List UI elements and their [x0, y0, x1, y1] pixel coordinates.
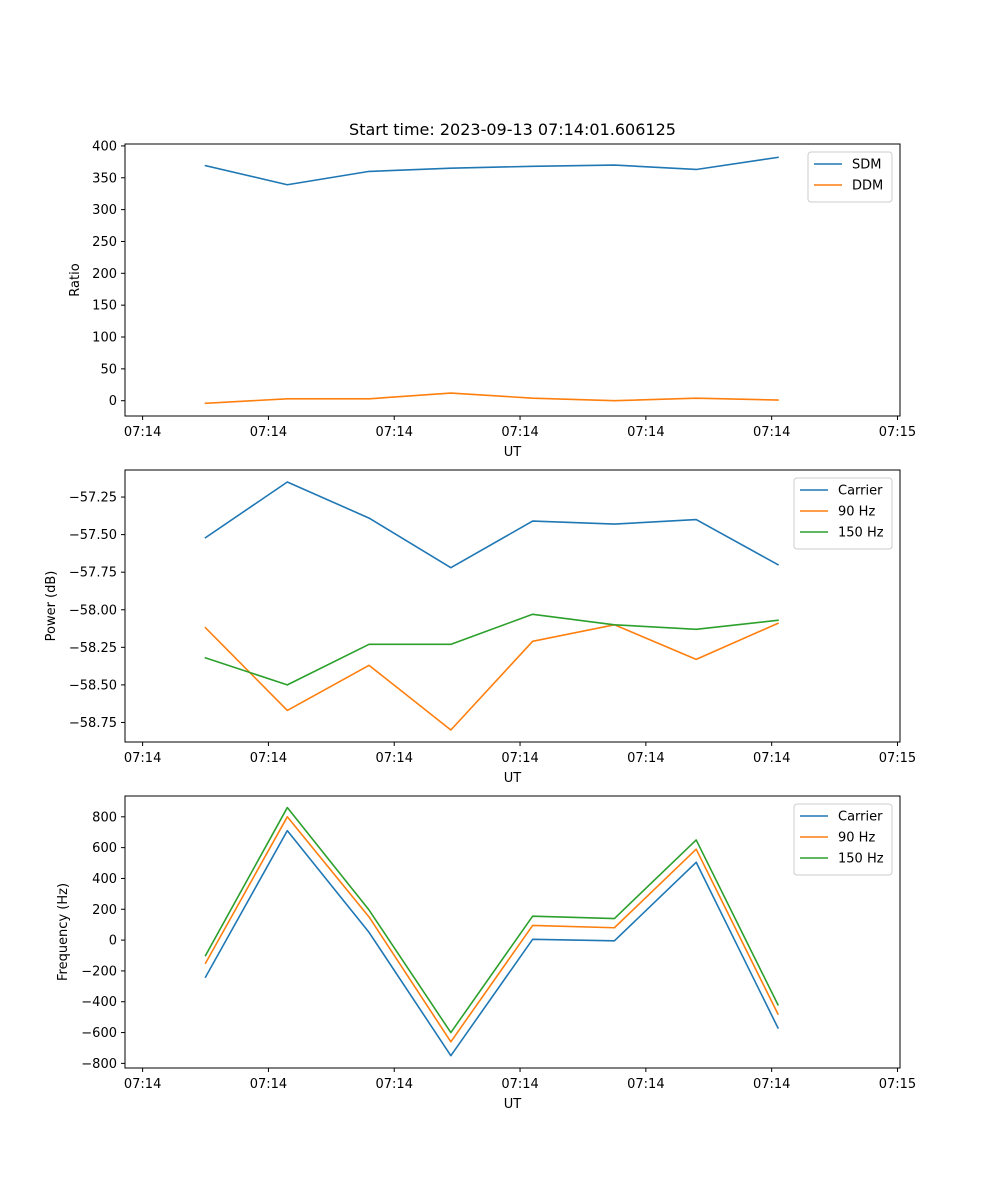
ratio-y-tick-label: 200 — [92, 267, 117, 282]
ratio-legend-label-ddm: DDM — [852, 179, 883, 194]
power-y-tick-label: −58.50 — [69, 678, 117, 693]
frequency-series-line-carrier — [204, 829, 780, 1057]
power-series-line-carrier — [204, 481, 780, 569]
frequency-legend: Carrier 90 Hz 150 Hz — [793, 803, 893, 876]
power-y-tick-label: −57.25 — [69, 491, 117, 506]
frequency-y-tick-label: −400 — [81, 995, 117, 1010]
ratio-axes-frame — [124, 143, 901, 417]
power-x-axis-label: UT — [504, 771, 522, 786]
power-legend-label-90-hz: 90 Hz — [838, 505, 875, 520]
ratio-panel: Start time: 2023-09-13 07:14:01.606125 07… — [68, 120, 916, 460]
ratio-series-line-sdm — [204, 156, 779, 186]
frequency-y-tick-label: 200 — [92, 903, 117, 918]
power-legend-label-carrier: Carrier — [838, 484, 883, 499]
power-panel: 07:14 07:14 07:14 07:14 07:14 07:14 07:15 −58.7… — [44, 469, 916, 786]
ratio-x-tick-label: 07:14 — [124, 425, 161, 440]
power-axes-frame — [124, 469, 901, 743]
power-legend-label-150-hz: 150 Hz — [838, 526, 884, 541]
ratio-y-tick-label: 300 — [92, 203, 117, 218]
ratio-x-axis-label: UT — [504, 445, 522, 460]
power-y-tick-label: −58.00 — [69, 603, 117, 618]
ratio-chart-title: Start time: 2023-09-13 07:14:01.606125 — [349, 120, 676, 139]
ratio-series-line-ddm — [204, 392, 779, 405]
ratio-x-tick-label: 07:14 — [376, 425, 413, 440]
ratio-y-tick-label: 400 — [92, 139, 117, 154]
power-x-tick-label: 07:14 — [627, 751, 664, 766]
power-y-tick-label: −57.75 — [69, 566, 117, 581]
power-series-line-150-hz — [204, 613, 779, 686]
frequency-legend-label-150-hz: 150 Hz — [838, 852, 884, 867]
power-x-tick-label: 07:14 — [501, 751, 538, 766]
power-y-tick-label: −57.50 — [69, 528, 117, 543]
frequency-y-tick-label: 0 — [109, 934, 117, 949]
power-y-tick-label: −58.75 — [69, 716, 117, 731]
power-y-axis-label: Power (dB) — [44, 571, 59, 642]
power-x-tick-label: 07:14 — [376, 751, 413, 766]
frequency-legend-label-90-hz: 90 Hz — [838, 831, 875, 846]
ratio-x-tick-label: 07:14 — [753, 425, 790, 440]
ratio-x-tick-label: 07:14 — [627, 425, 664, 440]
frequency-series-line-150-hz — [204, 806, 780, 1034]
ratio-x-tick-label: 07:15 — [879, 425, 916, 440]
ratio-y-tick-label: 100 — [92, 331, 117, 346]
ratio-y-tick-label: 350 — [92, 171, 117, 186]
ratio-y-tick-label: 150 — [92, 299, 117, 314]
frequency-series-line-90-hz — [204, 815, 780, 1043]
ratio-y-tick-label: 0 — [109, 394, 117, 409]
frequency-x-axis-label: UT — [504, 1097, 522, 1112]
power-x-tick-label: 07:14 — [124, 751, 161, 766]
ratio-y-tick-label: 250 — [92, 235, 117, 250]
power-x-tick-label: 07:15 — [879, 751, 916, 766]
frequency-panel: 07:14 07:14 07:14 07:14 07:14 07:14 07:15 −800 −… — [56, 795, 916, 1112]
frequency-y-tick-label: 400 — [92, 872, 117, 887]
power-y-tick-label: −58.25 — [69, 641, 117, 656]
ratio-x-tick-label: 07:14 — [250, 425, 287, 440]
ratio-y-tick-label: 50 — [100, 362, 117, 377]
frequency-x-tick-label: 07:14 — [124, 1077, 161, 1092]
frequency-x-tick-label: 07:15 — [879, 1077, 916, 1092]
frequency-x-tick-label: 07:14 — [501, 1077, 538, 1092]
frequency-y-axis-label: Frequency (Hz) — [56, 883, 71, 981]
ratio-x-tick-label: 07:14 — [501, 425, 538, 440]
frequency-x-tick-label: 07:14 — [753, 1077, 790, 1092]
frequency-x-tick-label: 07:14 — [250, 1077, 287, 1092]
frequency-y-tick-label: −200 — [81, 964, 117, 979]
ratio-y-axis-label: Ratio — [68, 263, 83, 296]
frequency-y-tick-label: −600 — [81, 1026, 117, 1041]
power-series-line-90-hz — [204, 622, 780, 731]
ratio-legend: SDM DDM — [807, 151, 893, 203]
frequency-y-tick-label: −800 — [81, 1057, 117, 1072]
ratio-legend-label-sdm: SDM — [852, 158, 881, 173]
frequency-axes-frame — [124, 795, 901, 1069]
power-x-tick-label: 07:14 — [250, 751, 287, 766]
frequency-y-tick-label: 800 — [92, 810, 117, 825]
frequency-x-tick-label: 07:14 — [627, 1077, 664, 1092]
frequency-x-tick-label: 07:14 — [376, 1077, 413, 1092]
power-x-tick-label: 07:14 — [753, 751, 790, 766]
power-legend: Carrier 90 Hz 150 Hz — [793, 477, 893, 550]
frequency-legend-label-carrier: Carrier — [838, 810, 883, 825]
frequency-y-tick-label: 600 — [92, 841, 117, 856]
